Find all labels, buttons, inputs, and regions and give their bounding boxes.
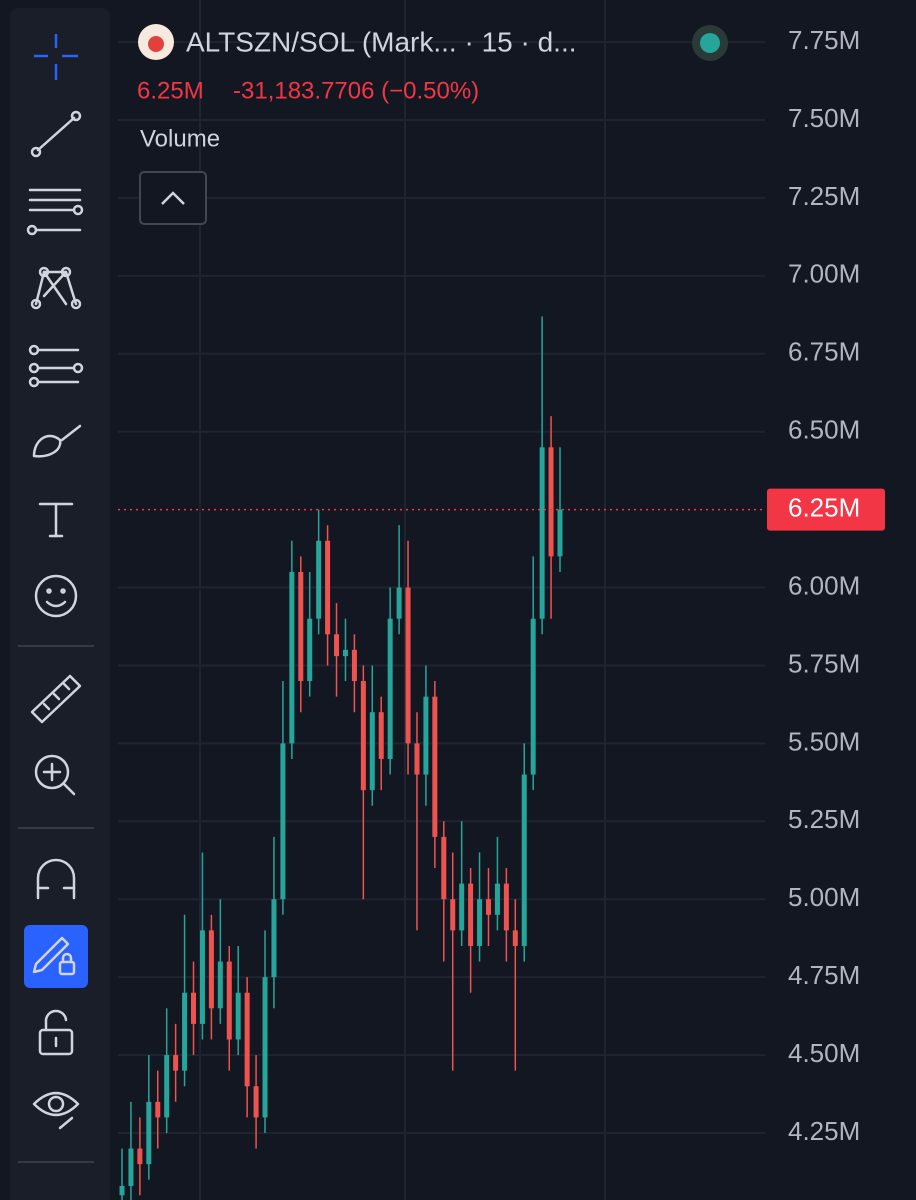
candle-body [226,961,232,1040]
plot-area: 4.25M 4.50M 4.75M 5.00M 5.25M 5.50M 5.75M 6.00M… [118,0,885,1200]
candle-body [235,992,241,1040]
visibility-tool[interactable] [32,1091,80,1130]
candle-body [155,1101,161,1118]
candle-body [432,696,438,837]
text-tool[interactable] [38,502,74,538]
collapse-button[interactable] [139,171,207,225]
ruler-tool[interactable] [30,674,82,724]
trend-line-tool[interactable] [30,110,82,158]
y-tick-label: 7.50M [788,103,860,133]
y-tick-label: 7.00M [788,259,860,289]
candle-body [494,883,500,915]
y-tick-label: 6.75M [788,337,860,367]
candle-body [217,961,223,1009]
candle-body [289,571,295,744]
candle-body [280,743,286,900]
y-tick-label: 7.25M [788,181,860,211]
last-price-label: 6.25M [788,492,860,522]
candle-body [199,930,205,1024]
candle-body [253,1086,259,1118]
candle-body [164,1055,170,1118]
y-tick-label: 6.50M [788,415,860,445]
candle-body [485,899,491,915]
candle-body [351,649,357,682]
y-tick-label: 5.75M [788,648,860,678]
price-change: -31,183.7706 (−0.50%) [233,77,479,104]
candle-body [512,930,518,946]
lock-drawing-icon [32,936,76,976]
candle-body [334,634,340,657]
candle-body [360,681,366,791]
candle-body [128,1148,134,1186]
symbol-title[interactable]: ALTSZN/SOL (Mark... · 15 · d... [186,26,577,57]
candle-body [191,992,197,1024]
candle-body [459,883,465,931]
y-tick-label: 4.75M [788,960,860,990]
candle-body [146,1101,152,1165]
candle-body [450,899,456,931]
candle-body [173,1055,179,1071]
emoji-tool[interactable] [34,574,78,618]
pattern-tool[interactable] [30,266,82,310]
fib-tool[interactable] [26,188,84,236]
candle-body [271,899,277,978]
y-tick-label: 5.25M [788,804,860,834]
indicator-label[interactable]: Volume [140,125,220,152]
candle-body [387,618,393,759]
candle-body [325,540,331,635]
last-price: 6.25M [137,77,204,104]
candle-body [441,836,447,900]
y-tick-label: 4.25M [788,1116,860,1146]
zoom-tool[interactable] [34,754,76,796]
candle-body [503,883,509,931]
candle-body [414,743,420,775]
candle-body [262,977,268,1118]
y-tick-label: 5.00M [788,882,860,912]
candle-body [557,509,563,557]
candle-body [119,1185,125,1196]
y-tick-label: 6.00M [788,570,860,600]
candle-body [539,447,545,619]
candle-body [244,992,250,1087]
candle-body [530,618,536,775]
symbol-avatar-detail [148,36,164,52]
brush-tool[interactable] [32,424,82,458]
candle-body [369,712,375,791]
candle-body [521,774,527,946]
magnet-tool[interactable] [36,858,76,900]
candle-body [182,992,188,1071]
unlock-tool[interactable] [38,1009,74,1056]
candle-body [405,587,411,744]
collapse-icon [161,191,185,205]
y-tick-label: 5.50M [788,726,860,756]
y-tick-label: 7.75M [788,25,860,55]
candle-body [316,540,322,619]
candle-body [423,696,429,775]
forecast-tool[interactable] [28,344,84,388]
y-tick-label: 4.50M [788,1038,860,1068]
candle-body [378,712,384,759]
candle-body [548,447,554,557]
candle-body [342,649,348,657]
candle-body [137,1148,143,1165]
candle-body [396,587,402,619]
crosshair-tool[interactable] [34,34,78,80]
candle-body [307,618,313,682]
candle-body [208,930,214,1009]
status-dot [700,33,720,53]
last-price-box [767,488,885,531]
candle-body [298,571,304,682]
candle-body [477,899,483,946]
candle-body [468,883,474,946]
